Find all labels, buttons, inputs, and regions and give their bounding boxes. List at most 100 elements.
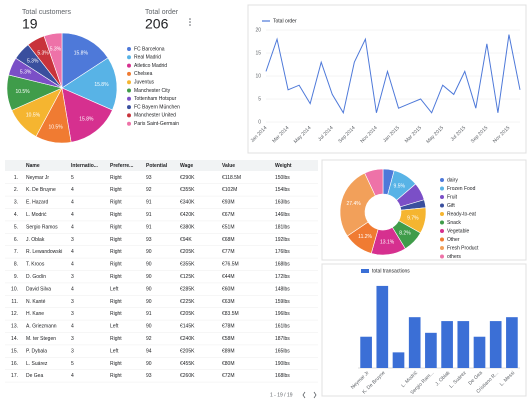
- table-cell: 154lbs: [275, 187, 290, 193]
- slice: [61, 87, 113, 143]
- line: [265, 34, 521, 115]
- table-cell: €78M: [222, 324, 235, 330]
- bar: [392, 352, 405, 368]
- table-cell: 148lbs: [275, 286, 290, 292]
- table-cell: €80M: [222, 361, 235, 367]
- column-header: Preferre...: [110, 163, 134, 169]
- x-tick-label: L. Suárez: [448, 370, 468, 390]
- column-header: Value: [222, 163, 235, 169]
- bar: [360, 336, 372, 368]
- table-cell: 4: [71, 373, 74, 379]
- legend-swatch: [127, 96, 131, 101]
- row-index: 6.: [14, 237, 18, 243]
- table-cell: Right: [110, 249, 122, 255]
- table-cell: Neymar Jr: [26, 175, 49, 181]
- x-tick-label: L. Messi: [499, 370, 516, 387]
- table-cell: De Gea: [26, 373, 43, 379]
- x-tick-label: Jul 2014: [317, 125, 335, 143]
- table-cell: Right: [110, 187, 122, 193]
- slice-label: 5.3%: [20, 70, 32, 76]
- slice-label: 27.4%: [347, 201, 362, 207]
- table-cell: €77M: [222, 249, 235, 255]
- table-cell: €205K: [180, 249, 195, 255]
- row-index: 15.: [11, 348, 18, 354]
- legend-swatch: [127, 88, 131, 93]
- menu-icon[interactable]: [189, 18, 191, 26]
- table-cell: 90: [146, 249, 152, 255]
- table-cell: 146lbs: [275, 212, 290, 218]
- table-cell: Right: [110, 224, 122, 230]
- slice: [61, 32, 109, 89]
- slice-label: 9.5%: [394, 184, 406, 190]
- table-cell: €102M: [222, 187, 237, 193]
- legend-label: Vegetable: [447, 228, 469, 234]
- bar: [489, 321, 502, 368]
- table-cell: 168lbs: [275, 262, 290, 268]
- table-cell: Right: [110, 274, 122, 280]
- row-index: 3.: [14, 200, 18, 206]
- table-cell: 91: [146, 311, 152, 317]
- column-header: Name: [26, 163, 40, 169]
- x-tick-label: Sep 2015: [470, 125, 490, 145]
- table-cell: Left: [110, 286, 119, 292]
- x-tick-label: Mar 2015: [404, 125, 423, 144]
- table-cell: Right: [110, 299, 122, 305]
- table-cell: 93: [146, 237, 152, 243]
- table-cell: 5: [71, 175, 74, 181]
- legend-swatch: [440, 246, 444, 250]
- table-cell: €72M: [222, 373, 235, 379]
- table-cell: €355K: [180, 187, 195, 193]
- table-cell: 91: [146, 212, 152, 218]
- table-cell: 3: [71, 299, 74, 305]
- row-index: 9.: [14, 274, 18, 280]
- table-cell: €240K: [180, 336, 195, 342]
- y-tick-label: 15: [255, 50, 261, 56]
- table-cell: €380K: [180, 224, 195, 230]
- legend-label: Other: [447, 237, 460, 243]
- legend-swatch: [440, 195, 444, 199]
- row-index: 8.: [14, 262, 18, 268]
- legend-label: Atletico Madrid: [134, 63, 167, 69]
- table-cell: P. Dybala: [26, 348, 47, 354]
- legend-label: total transactions: [372, 268, 410, 274]
- table-cell: €93M: [222, 200, 235, 206]
- table-cell: Right: [110, 336, 122, 342]
- legend-swatch: [127, 47, 131, 51]
- card: [321, 263, 527, 397]
- slice: [43, 32, 63, 89]
- slice-label: 15.8%: [74, 50, 89, 56]
- column-header: Potential: [146, 163, 168, 169]
- x-tick-label: May 2015: [425, 125, 445, 145]
- table-cell: A. Griezmann: [26, 324, 57, 330]
- table-cell: K. De Bruyne: [26, 187, 56, 193]
- table-cell: €68M: [222, 237, 235, 243]
- table-cell: 196lbs: [275, 311, 290, 317]
- slice: [339, 172, 376, 237]
- table-cell: 165lbs: [275, 348, 290, 354]
- legend-label: Tottenham Hotspur: [134, 96, 177, 102]
- legend-label: Ready-to-eat: [447, 211, 477, 217]
- table-cell: €51M: [222, 224, 235, 230]
- slice-label: 11.2%: [358, 234, 372, 240]
- bar: [408, 317, 421, 368]
- row-index: 16.: [11, 361, 18, 367]
- table-cell: David Silva: [26, 286, 51, 292]
- row-index: 17.: [11, 373, 18, 379]
- table-cell: 187lbs: [275, 336, 290, 342]
- table-cell: 4: [71, 212, 74, 218]
- table-cell: J. Oblak: [26, 237, 45, 243]
- table-cell: M. ter Stegen: [26, 336, 56, 342]
- scorecard-value: 19: [22, 16, 38, 32]
- page-arrows[interactable]: [302, 391, 317, 399]
- slice: [364, 168, 384, 197]
- legend-swatch: [440, 178, 444, 182]
- table-cell: €76.5M: [222, 262, 239, 268]
- table-cell: 150lbs: [275, 175, 290, 181]
- table-cell: 92: [146, 187, 152, 193]
- table-cell: E. Hazard: [26, 200, 48, 206]
- table-cell: 168lbs: [275, 373, 290, 379]
- legend-swatch: [440, 203, 444, 208]
- table-cell: 91: [146, 200, 152, 206]
- table-cell: Right: [110, 212, 122, 218]
